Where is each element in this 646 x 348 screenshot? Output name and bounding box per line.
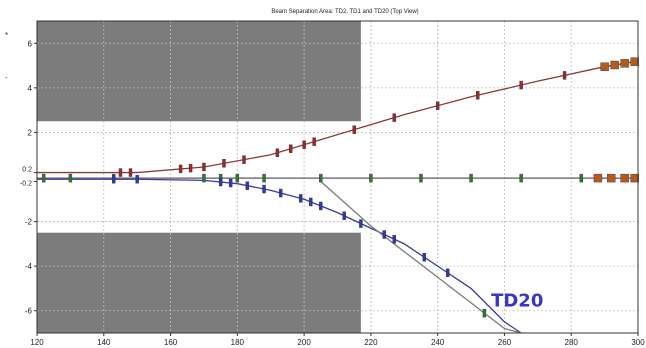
beamline-element	[519, 173, 523, 183]
beamline-element	[382, 230, 386, 239]
beamline-element	[369, 173, 373, 183]
beamline-element	[630, 173, 639, 183]
beamline-element	[112, 175, 116, 184]
side-mark-dash: -	[5, 73, 8, 82]
y-tick-label: -0.2	[20, 180, 32, 187]
beamline-element	[419, 173, 423, 183]
beamline-element	[482, 308, 487, 318]
beamline-element	[242, 155, 246, 164]
beamline-element	[593, 173, 603, 183]
x-tick-label: 300	[631, 338, 645, 347]
beamline-element	[319, 173, 323, 183]
beamline-element	[319, 201, 323, 211]
series-line-3	[320, 180, 522, 334]
beamline-element	[445, 268, 450, 278]
beamline-element	[289, 144, 293, 153]
beamline-element	[188, 163, 193, 173]
x-tick-label: 180	[231, 338, 245, 347]
beamline-element	[178, 164, 183, 174]
y-tick-label: 6	[28, 39, 33, 48]
beamline-element	[620, 173, 629, 183]
y-tick-label: 0.2	[22, 167, 32, 174]
y-tick-label: -4	[25, 262, 33, 271]
chart-title: Beam Separation Area: TD2, TD1 and TD20 …	[271, 9, 418, 15]
beamline-element	[118, 168, 123, 177]
beamline-element	[262, 184, 266, 194]
y-tick-label: 2	[28, 128, 33, 137]
beamline-element	[41, 173, 46, 183]
x-tick-label: 200	[297, 338, 311, 347]
beamline-element	[435, 101, 440, 110]
beamline-element	[128, 168, 133, 177]
beamline-element	[476, 91, 480, 100]
beamline-element	[630, 57, 639, 66]
annotation-td20: TD20	[491, 290, 543, 311]
beamline-element	[202, 173, 206, 183]
beamline-element	[222, 159, 226, 168]
x-tick-label: 140	[97, 338, 111, 347]
shaded-region-0	[37, 21, 361, 122]
beamline-element	[309, 197, 313, 207]
beamline-elements	[41, 57, 639, 318]
x-tick-label: 260	[498, 338, 512, 347]
beamline-element	[392, 234, 396, 244]
x-tick-label: 240	[431, 338, 445, 347]
beamline-element	[359, 219, 363, 228]
beamline-element	[68, 173, 73, 183]
beamline-element	[392, 113, 396, 122]
y-tick-label: -6	[25, 307, 33, 316]
beamline-element	[135, 175, 139, 184]
beamline-element	[620, 59, 629, 68]
beamline-element	[519, 80, 523, 90]
beamline-element	[312, 137, 316, 146]
beamline-element	[600, 62, 609, 71]
beamline-element	[202, 162, 206, 172]
x-tick-label: 160	[164, 338, 178, 347]
beamline-element	[562, 71, 567, 80]
series-line-0	[37, 60, 639, 174]
beamline-element	[302, 140, 306, 149]
beamline-element	[275, 148, 280, 157]
beamline-element	[422, 253, 427, 262]
beamline-element	[607, 173, 616, 183]
beamline-element	[228, 178, 233, 188]
axes	[36, 20, 639, 334]
x-tick-label: 280	[565, 338, 579, 347]
beamline-element	[352, 125, 356, 134]
y-tick-labels: 6 4 2 0.2 -0.2 -2 -4 -6	[20, 39, 37, 316]
beamline-element	[299, 194, 303, 203]
shaded-regions	[37, 21, 361, 333]
beamline-element	[469, 173, 473, 183]
x-tick-label: 120	[30, 338, 44, 347]
x-tick-labels: 120 140 160 180 200 220 240 260 280 300	[30, 333, 645, 347]
plot-frame	[36, 20, 639, 334]
beamline-element	[342, 211, 346, 220]
side-mark-asterisk: *	[5, 31, 8, 40]
y-tick-label: -2	[25, 218, 33, 227]
x-tick-label: 220	[364, 338, 378, 347]
beamline-element	[235, 173, 240, 183]
y-tick-label: 4	[28, 84, 33, 93]
shaded-region-1	[37, 232, 361, 333]
beamline-element	[279, 188, 283, 198]
beamline-element	[579, 173, 583, 183]
beamline-element	[218, 177, 223, 187]
beamline-element	[245, 181, 250, 190]
beamline-element	[262, 173, 266, 183]
beamline-element	[610, 60, 619, 70]
